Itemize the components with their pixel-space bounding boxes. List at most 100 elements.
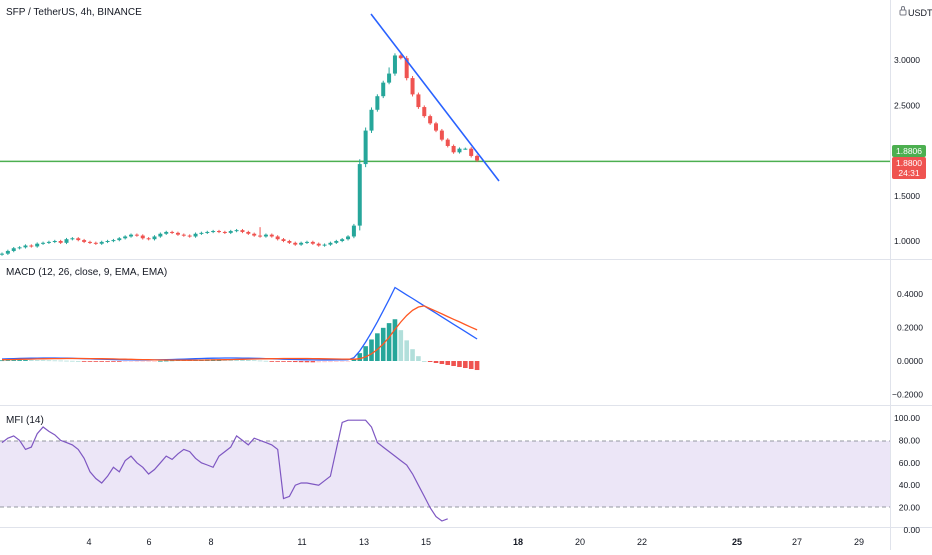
time-axis-tick: 13 xyxy=(359,537,369,547)
candle-body xyxy=(252,233,257,236)
candle-body xyxy=(240,230,245,232)
macd-histogram-bar xyxy=(427,361,433,363)
candle xyxy=(64,237,69,245)
candle xyxy=(334,239,339,244)
macd-panel[interactable] xyxy=(0,286,480,371)
candle-body xyxy=(70,238,75,240)
macd-signal-line[interactable] xyxy=(1,305,478,361)
candle xyxy=(451,144,456,154)
candle xyxy=(357,159,362,231)
macd-histogram-bar xyxy=(287,361,292,362)
candle xyxy=(11,246,16,253)
mfi-line[interactable] xyxy=(1,419,448,522)
candle-body xyxy=(451,145,456,153)
macd-histogram-bar xyxy=(75,360,81,362)
candle xyxy=(5,249,10,255)
candle-body xyxy=(258,235,263,237)
hline-price-label[interactable]: 1.8806 xyxy=(892,145,926,157)
candle-body xyxy=(234,230,239,232)
candle-body xyxy=(87,241,92,243)
candle xyxy=(205,230,210,235)
mfi-title[interactable]: MFI (14) xyxy=(6,415,44,426)
candle xyxy=(392,53,397,76)
candle xyxy=(316,242,321,247)
candle-body xyxy=(428,116,433,124)
candle xyxy=(463,147,468,150)
candle xyxy=(187,234,192,238)
candle-body xyxy=(170,231,175,233)
candle-body xyxy=(340,239,345,241)
price-axis-tick: 1.0000 xyxy=(894,236,920,246)
macd-histogram-bar xyxy=(46,360,52,362)
candle-body xyxy=(134,234,139,236)
candle xyxy=(17,246,22,250)
macd-histogram-bar xyxy=(357,353,363,361)
macd-axis-tick: 0.0000 xyxy=(897,356,923,366)
candle-body xyxy=(457,148,462,153)
candle-body xyxy=(392,55,397,74)
price-panel[interactable] xyxy=(0,13,890,256)
candle-body xyxy=(35,243,40,247)
mfi-axis-tick: 80.00 xyxy=(899,435,921,445)
time-axis-tick: 18 xyxy=(513,537,523,547)
candle-body xyxy=(369,109,374,131)
candle-body xyxy=(222,231,227,233)
macd-histogram-bar xyxy=(363,346,368,361)
candle-body xyxy=(475,155,480,161)
macd-histogram-bar xyxy=(269,361,275,362)
candle-body xyxy=(334,241,339,243)
macd-histogram-bar xyxy=(310,361,316,363)
time-axis-tick: 11 xyxy=(297,537,306,547)
candle-body xyxy=(193,233,198,237)
candle xyxy=(322,243,327,247)
candle-body xyxy=(346,236,351,240)
candle xyxy=(246,230,251,235)
candle xyxy=(199,231,204,235)
macd-histogram-bar xyxy=(369,339,374,361)
candle xyxy=(387,67,392,85)
macd-histogram-bar xyxy=(5,360,11,361)
chart-title[interactable]: SFP / TetherUS, 4h, BINANCE xyxy=(6,7,142,18)
candle xyxy=(410,76,415,97)
candle xyxy=(398,54,403,60)
candle xyxy=(152,235,157,241)
candle-body xyxy=(398,55,403,59)
candle-body xyxy=(175,232,180,235)
candle-body xyxy=(152,236,157,240)
mfi-axis-tick: 20.00 xyxy=(899,503,921,513)
macd-histogram-bar xyxy=(111,361,116,362)
candle-body xyxy=(129,234,134,237)
candle xyxy=(52,239,57,244)
mfi-panel[interactable] xyxy=(1,419,448,522)
candle xyxy=(351,223,356,239)
trendline[interactable] xyxy=(370,13,500,182)
candle xyxy=(93,241,98,245)
candle-body xyxy=(211,231,216,233)
macd-title[interactable]: MACD (12, 26, close, 9, EMA, EMA) xyxy=(6,267,167,278)
macd-histogram-bar xyxy=(328,361,333,363)
candle-body xyxy=(117,238,122,241)
candle xyxy=(164,230,169,235)
currency-selector[interactable]: USDT xyxy=(899,6,932,19)
candle xyxy=(58,239,63,244)
candle-body xyxy=(105,241,110,242)
macd-histogram-bar xyxy=(463,361,468,369)
candle-body xyxy=(281,239,286,241)
macd-histogram-bar xyxy=(316,361,322,363)
macd-histogram-bar xyxy=(334,361,339,362)
candle-body xyxy=(164,231,169,234)
candle-body xyxy=(434,123,439,131)
candle xyxy=(234,228,239,233)
candle xyxy=(310,240,315,245)
candle xyxy=(293,241,298,246)
time-axis-tick: 6 xyxy=(146,537,151,547)
candle xyxy=(117,237,122,242)
candle-body xyxy=(29,245,34,247)
macd-histogram-bar xyxy=(105,361,110,362)
candle xyxy=(439,128,444,142)
candle-body xyxy=(299,242,304,245)
candle-body xyxy=(5,250,10,254)
